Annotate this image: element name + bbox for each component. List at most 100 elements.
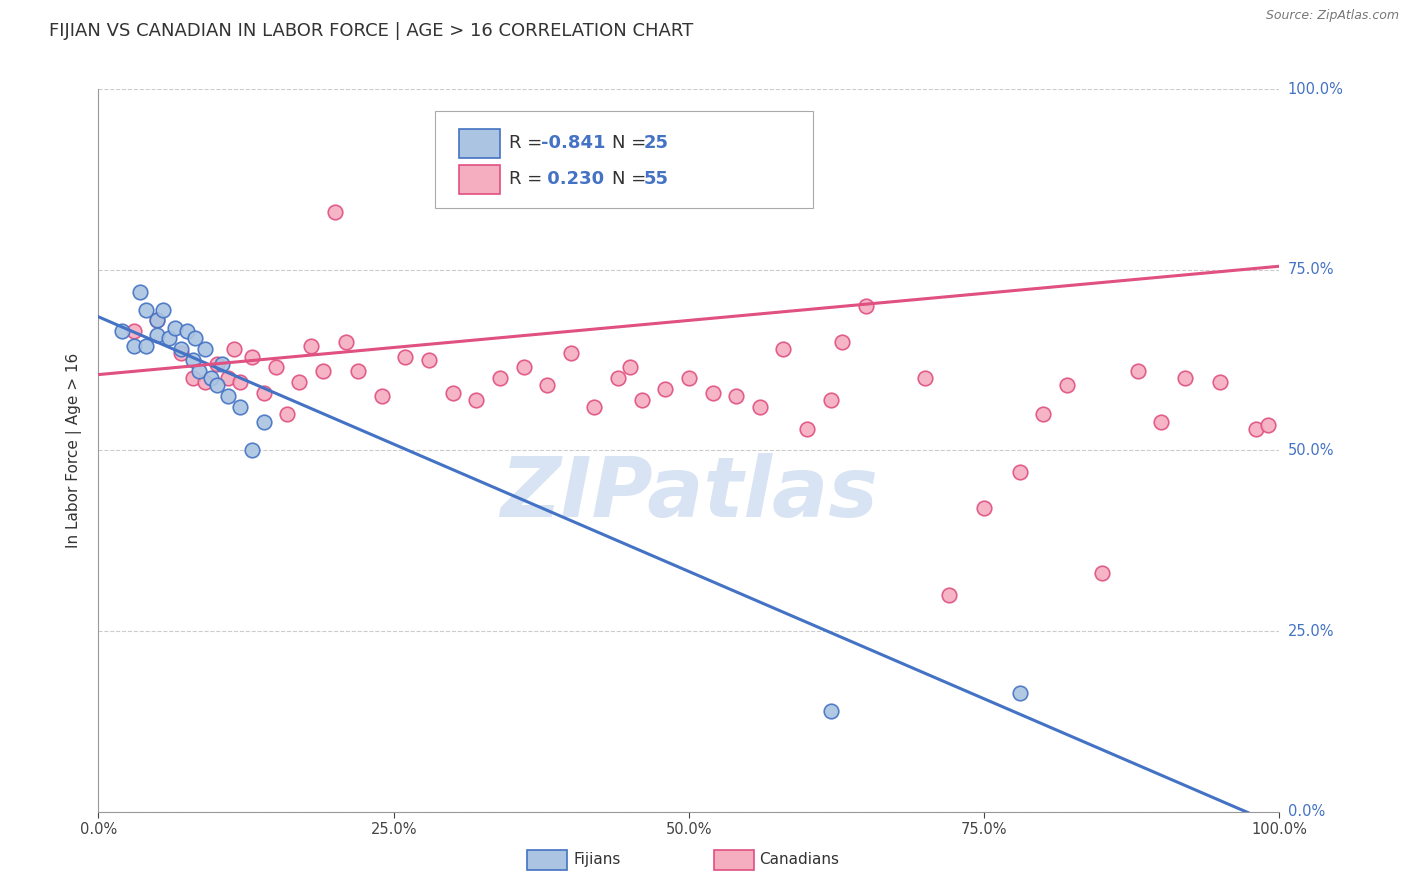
Point <box>181 371 204 385</box>
Point <box>678 371 700 385</box>
Point <box>371 389 394 403</box>
Point <box>211 357 233 371</box>
Point <box>312 364 335 378</box>
Point <box>748 400 770 414</box>
Point <box>205 357 228 371</box>
Point <box>205 378 228 392</box>
Point <box>217 371 239 385</box>
Text: Source: ZipAtlas.com: Source: ZipAtlas.com <box>1265 9 1399 22</box>
Point <box>1008 685 1031 699</box>
Text: Fijians: Fijians <box>574 853 621 867</box>
Point <box>725 389 748 403</box>
Text: 0.230: 0.230 <box>541 169 605 188</box>
Point <box>299 339 322 353</box>
Point <box>276 407 298 421</box>
Point <box>1150 415 1173 429</box>
Point <box>1126 364 1149 378</box>
Point <box>607 371 630 385</box>
Text: 55: 55 <box>644 169 669 188</box>
Point <box>200 371 222 385</box>
Point <box>224 343 246 357</box>
Point <box>135 339 157 353</box>
Point <box>176 324 198 338</box>
Text: -0.841: -0.841 <box>541 135 606 153</box>
Point <box>264 360 287 375</box>
Point <box>973 501 995 516</box>
FancyBboxPatch shape <box>434 111 813 209</box>
Point <box>831 334 853 349</box>
Point <box>146 327 169 342</box>
Point <box>184 331 207 345</box>
Point <box>122 339 145 353</box>
Point <box>157 331 180 345</box>
Text: Canadians: Canadians <box>759 853 839 867</box>
Point <box>1209 375 1232 389</box>
Text: 50.0%: 50.0% <box>1288 443 1334 458</box>
Point <box>772 343 794 357</box>
Point <box>702 385 724 400</box>
Point <box>820 704 842 718</box>
FancyBboxPatch shape <box>458 165 501 194</box>
Text: 0.0%: 0.0% <box>1288 805 1324 819</box>
Point <box>111 324 134 338</box>
Text: 25.0%: 25.0% <box>1288 624 1334 639</box>
Point <box>1257 418 1279 433</box>
Point <box>122 324 145 338</box>
Point <box>181 353 204 368</box>
Point <box>347 364 370 378</box>
Point <box>152 302 174 317</box>
Point <box>135 302 157 317</box>
Point <box>229 375 252 389</box>
Point <box>240 443 263 458</box>
Text: 25: 25 <box>644 135 669 153</box>
Point <box>441 385 464 400</box>
Point <box>583 400 606 414</box>
Point <box>855 299 877 313</box>
Point <box>1008 465 1031 479</box>
Point <box>253 385 276 400</box>
Text: R =: R = <box>509 169 548 188</box>
Point <box>938 588 960 602</box>
Text: N =: N = <box>612 135 652 153</box>
Text: FIJIAN VS CANADIAN IN LABOR FORCE | AGE > 16 CORRELATION CHART: FIJIAN VS CANADIAN IN LABOR FORCE | AGE … <box>49 22 693 40</box>
Point <box>146 313 169 327</box>
Point <box>418 353 440 368</box>
Point <box>194 375 217 389</box>
Text: 100.0%: 100.0% <box>1288 82 1344 96</box>
Point <box>630 392 652 407</box>
Point <box>1091 566 1114 581</box>
Point <box>187 364 209 378</box>
Point <box>512 360 534 375</box>
Point <box>1056 378 1078 392</box>
Point <box>914 371 936 385</box>
Point <box>240 350 263 364</box>
Point <box>229 400 252 414</box>
Point <box>654 382 676 396</box>
Point <box>1244 422 1267 436</box>
Point <box>796 422 818 436</box>
Point <box>489 371 512 385</box>
Text: N =: N = <box>612 169 652 188</box>
Point <box>217 389 239 403</box>
Point <box>1174 371 1197 385</box>
FancyBboxPatch shape <box>458 129 501 158</box>
Point <box>194 343 217 357</box>
Point <box>146 313 169 327</box>
Y-axis label: In Labor Force | Age > 16: In Labor Force | Age > 16 <box>66 353 83 548</box>
Point <box>128 285 150 299</box>
Point <box>335 334 357 349</box>
Point <box>288 375 311 389</box>
Point <box>323 205 346 219</box>
Point <box>170 343 193 357</box>
Point <box>165 320 187 334</box>
Point <box>619 360 641 375</box>
Point <box>820 392 842 407</box>
Point <box>560 346 582 360</box>
Text: ZIPatlas: ZIPatlas <box>501 453 877 534</box>
Point <box>253 415 276 429</box>
Point <box>1032 407 1054 421</box>
Text: 75.0%: 75.0% <box>1288 262 1334 277</box>
Point <box>536 378 558 392</box>
Text: R =: R = <box>509 135 548 153</box>
Point <box>465 392 488 407</box>
